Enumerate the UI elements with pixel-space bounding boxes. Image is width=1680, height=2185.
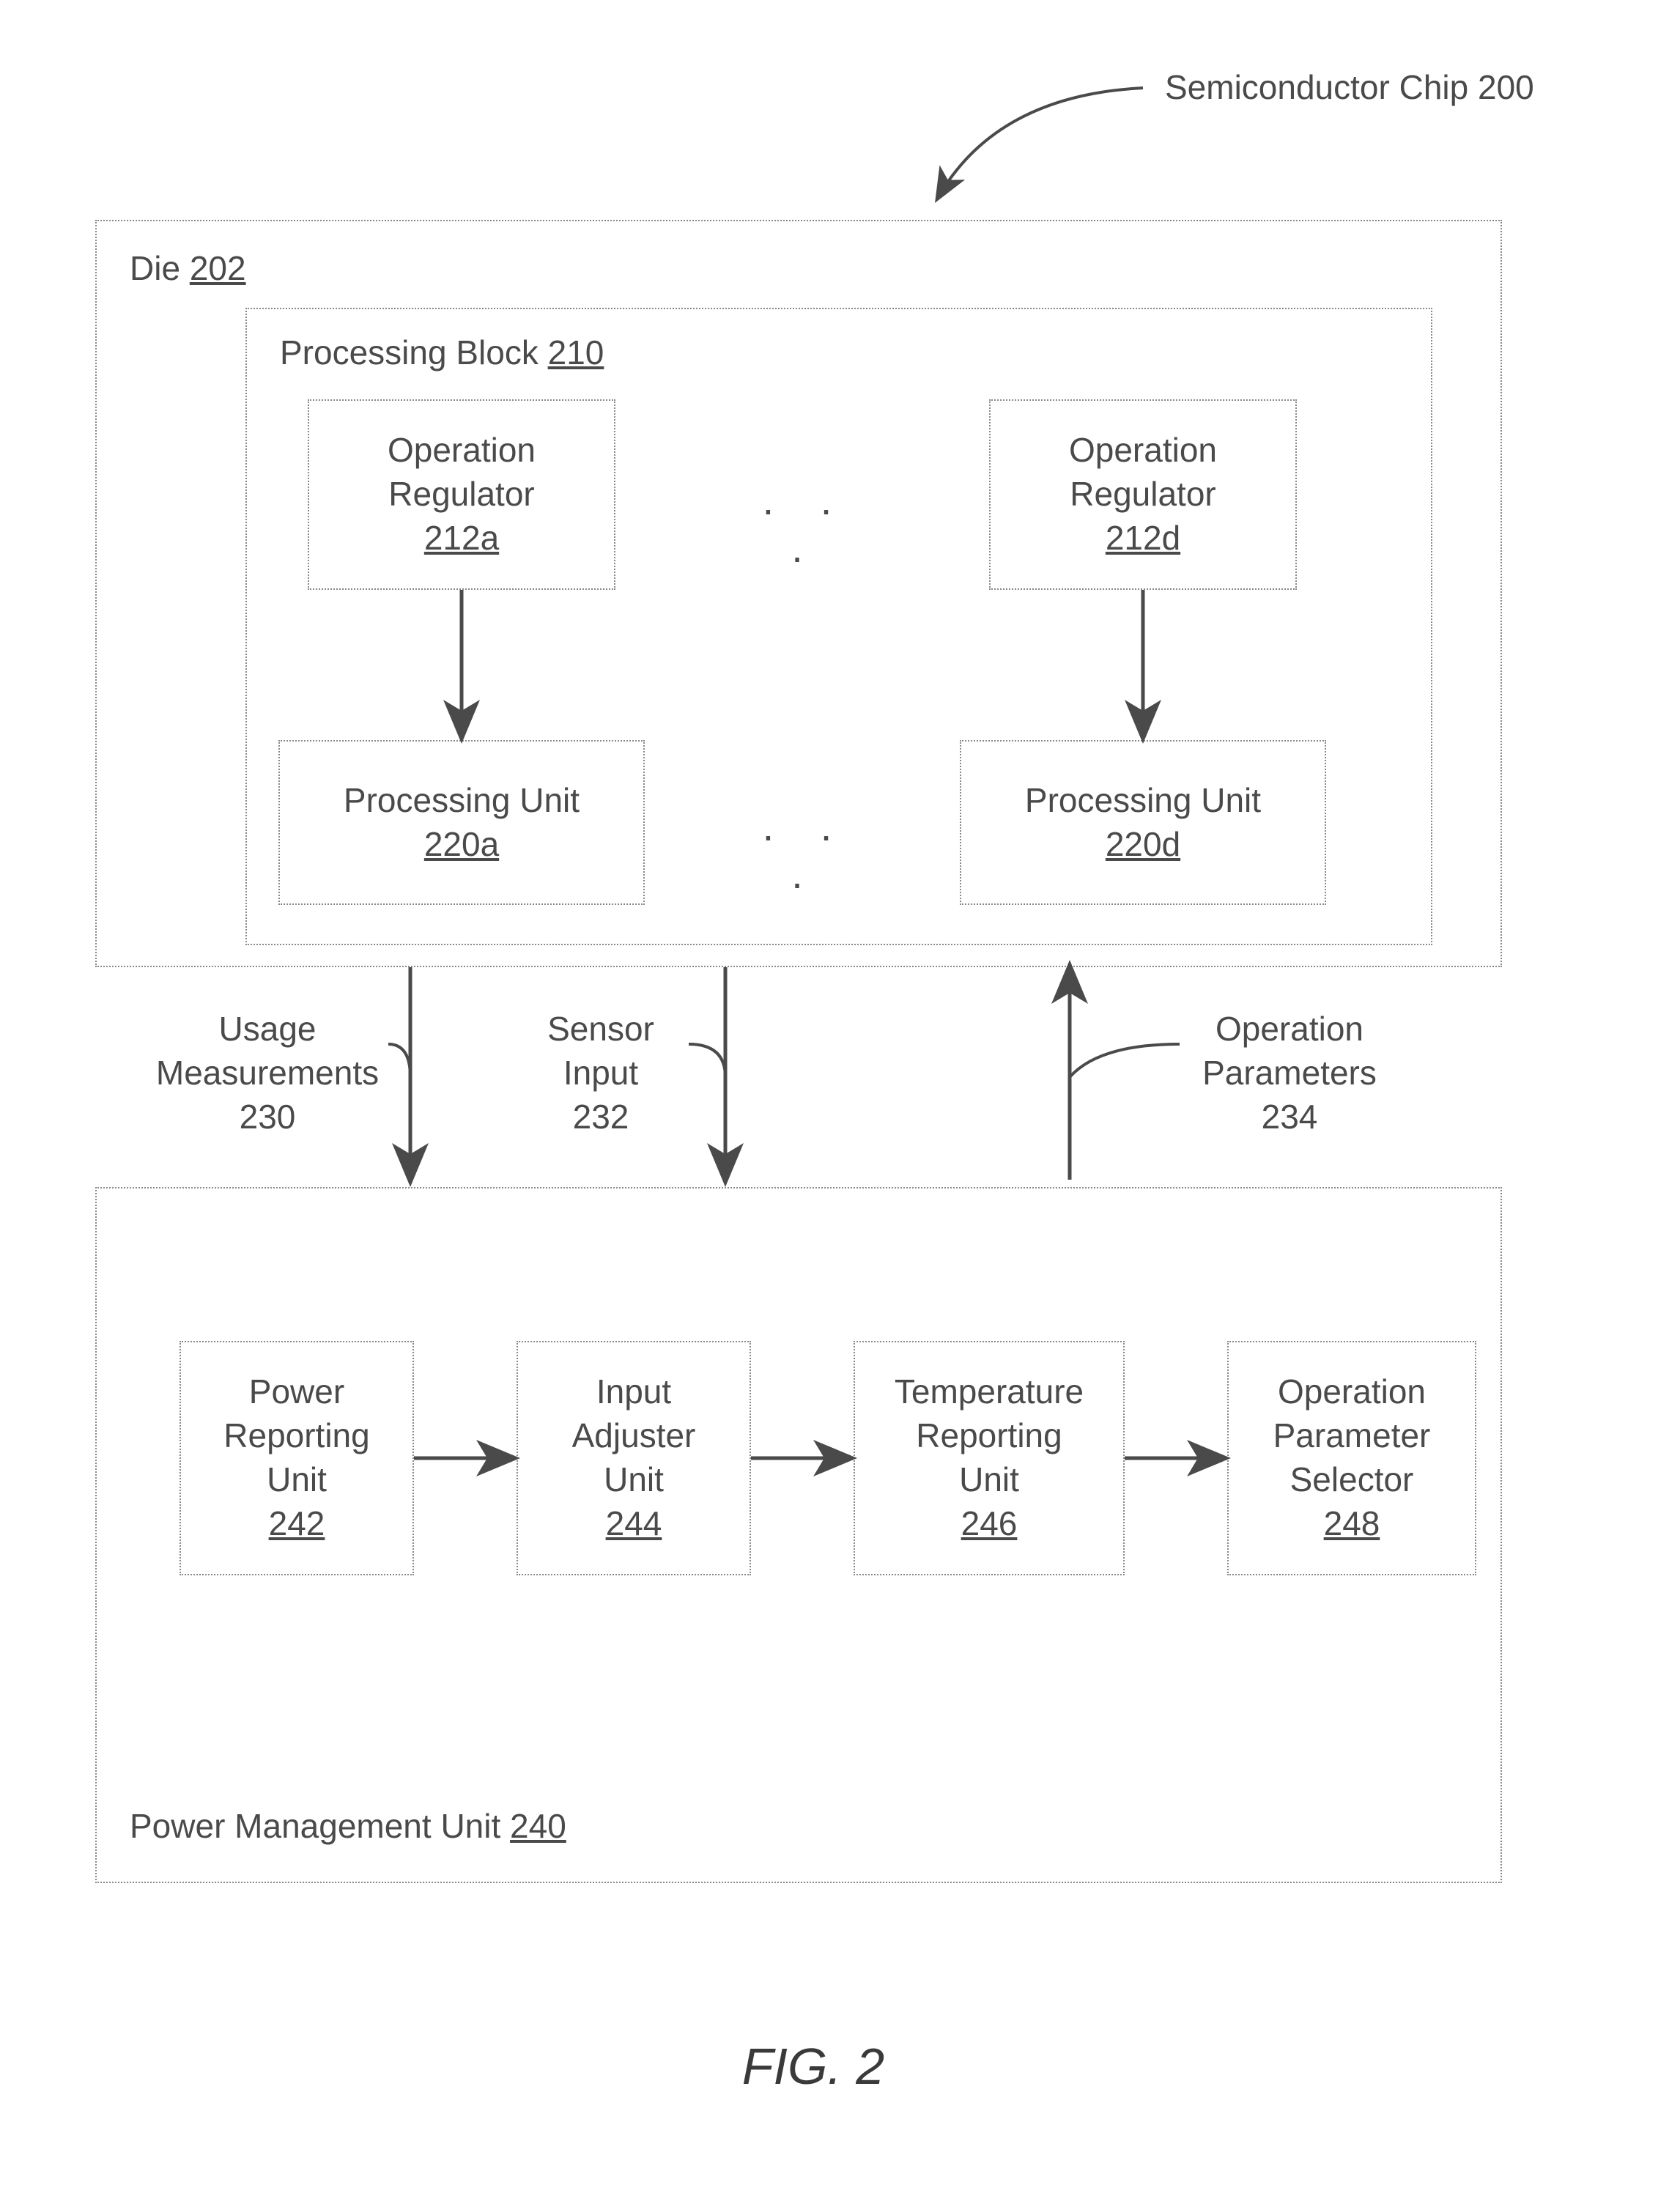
- pmu-title-num: 240: [510, 1807, 566, 1845]
- op-reg-a-l1: Operation: [388, 429, 536, 473]
- processing-unit-d-box: Processing Unit 220d: [960, 740, 1326, 905]
- opsel-l1: Operation: [1278, 1370, 1426, 1414]
- opparams-num: 234: [1262, 1098, 1318, 1136]
- temp-l1: Temperature: [895, 1370, 1084, 1414]
- processing-block-title: Processing Block 210: [280, 331, 604, 375]
- op-reg-a-l2: Regulator: [388, 473, 534, 517]
- pmu-title: Power Management Unit 240: [130, 1805, 566, 1849]
- ellipsis-bottom: . . .: [740, 802, 872, 898]
- diagram-canvas: Semiconductor Chip 200 Die 202 Processin…: [0, 0, 1680, 2185]
- usage-num: 230: [240, 1098, 296, 1136]
- input-l3: Unit: [604, 1458, 664, 1502]
- temp-l3: Unit: [959, 1458, 1019, 1502]
- op-reg-d-l2: Regulator: [1070, 473, 1215, 517]
- processing-unit-a-box: Processing Unit 220a: [278, 740, 645, 905]
- usage-measurements-label: Usage Measurements 230: [139, 1008, 396, 1139]
- die-title-num: 202: [190, 249, 246, 287]
- leader-arrow: [938, 88, 1143, 198]
- chip-leader-label: Semiconductor Chip 200: [1165, 66, 1534, 110]
- curve-sensor: [689, 1044, 725, 1077]
- die-title: Die 202: [130, 247, 246, 291]
- input-l2: Adjuster: [572, 1414, 696, 1458]
- sensor-l1: Sensor: [547, 1010, 654, 1048]
- operation-parameter-selector-box: Operation Parameter Selector 248: [1227, 1341, 1476, 1575]
- pu-a-l1: Processing Unit: [344, 779, 580, 823]
- temperature-reporting-unit-box: Temperature Reporting Unit 246: [854, 1341, 1125, 1575]
- opsel-l3: Selector: [1290, 1458, 1414, 1502]
- pu-a-num: 220a: [424, 823, 499, 867]
- input-adjuster-unit-box: Input Adjuster Unit 244: [517, 1341, 751, 1575]
- figure-caption: FIG. 2: [703, 2037, 923, 2096]
- input-l1: Input: [596, 1370, 671, 1414]
- pb-title-num: 210: [548, 333, 604, 371]
- temp-num: 246: [961, 1502, 1018, 1546]
- power-l1: Power: [249, 1370, 344, 1414]
- sensor-l2: Input: [563, 1054, 638, 1092]
- pb-title-prefix: Processing Block: [280, 333, 548, 371]
- usage-l1: Usage: [219, 1010, 317, 1048]
- usage-l2: Measurements: [156, 1054, 379, 1092]
- power-l3: Unit: [267, 1458, 327, 1502]
- opsel-num: 248: [1324, 1502, 1380, 1546]
- power-l2: Reporting: [223, 1414, 369, 1458]
- power-reporting-unit-box: Power Reporting Unit 242: [180, 1341, 414, 1575]
- op-reg-d-num: 212d: [1106, 517, 1180, 561]
- opsel-l2: Parameter: [1273, 1414, 1431, 1458]
- input-num: 244: [606, 1502, 662, 1546]
- power-num: 242: [269, 1502, 325, 1546]
- sensor-num: 232: [573, 1098, 629, 1136]
- operation-parameters-label: Operation Parameters 234: [1180, 1008, 1399, 1139]
- curve-opparams: [1070, 1044, 1180, 1077]
- opparams-l1: Operation: [1215, 1010, 1363, 1048]
- die-title-prefix: Die: [130, 249, 190, 287]
- op-reg-d-l1: Operation: [1069, 429, 1217, 473]
- sensor-input-label: Sensor Input 232: [513, 1008, 689, 1139]
- op-regulator-d-box: Operation Regulator 212d: [989, 399, 1297, 590]
- op-regulator-a-box: Operation Regulator 212a: [308, 399, 615, 590]
- ellipsis-top: . . .: [740, 476, 872, 572]
- pu-d-l1: Processing Unit: [1025, 779, 1261, 823]
- pu-d-num: 220d: [1106, 823, 1180, 867]
- op-reg-a-num: 212a: [424, 517, 499, 561]
- pmu-title-prefix: Power Management Unit: [130, 1807, 510, 1845]
- opparams-l2: Parameters: [1202, 1054, 1377, 1092]
- temp-l2: Reporting: [916, 1414, 1062, 1458]
